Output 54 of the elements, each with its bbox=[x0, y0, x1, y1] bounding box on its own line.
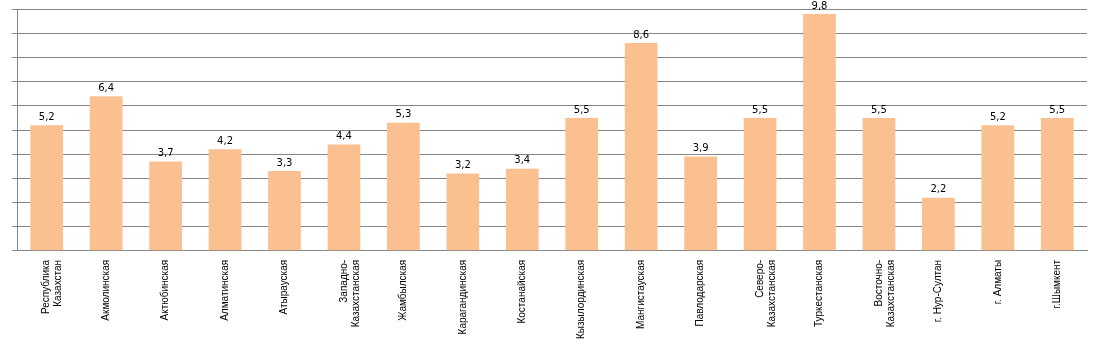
data-label: 5,2 bbox=[38, 110, 55, 122]
data-label: 4,2 bbox=[217, 134, 234, 146]
data-label: 5,5 bbox=[752, 103, 769, 115]
x-tick-label: Туркестанская bbox=[813, 259, 825, 328]
bar bbox=[565, 117, 599, 251]
bar bbox=[268, 171, 301, 251]
x-tick-label: г.Шымкент bbox=[1051, 259, 1063, 309]
x-tick-label: Восточно- Казахстанская bbox=[872, 259, 896, 328]
x-tick-label: Жамбылская bbox=[397, 259, 409, 321]
bar bbox=[624, 43, 658, 251]
data-label: 3,2 bbox=[454, 159, 471, 171]
bar bbox=[922, 197, 955, 251]
data-label: 3,4 bbox=[514, 154, 531, 166]
x-tick-label: Карагандинская bbox=[456, 259, 468, 335]
x-tick-label: Актюбинская bbox=[159, 259, 171, 321]
data-label: 2,2 bbox=[930, 183, 947, 195]
x-tick-label: Костанайская bbox=[516, 259, 528, 324]
data-label: 6,4 bbox=[98, 81, 115, 93]
data-label: 8,6 bbox=[633, 28, 650, 40]
x-tick-label: Северо- Казахстанская bbox=[753, 259, 777, 328]
bar bbox=[387, 122, 420, 251]
bar bbox=[981, 125, 1015, 251]
x-tick-label: г. Нур-Султан bbox=[932, 259, 944, 323]
bar bbox=[30, 125, 64, 251]
bar bbox=[1040, 117, 1074, 251]
bar bbox=[149, 161, 182, 251]
x-tick-label: Алматинская bbox=[218, 259, 230, 321]
x-tick-label: Атырауская bbox=[278, 259, 290, 315]
x-tick-label: Западно- Казахстанская bbox=[337, 259, 361, 328]
bar bbox=[803, 14, 836, 251]
bar bbox=[89, 96, 123, 251]
bar bbox=[208, 149, 242, 251]
x-tick-label: Акмолинская bbox=[99, 259, 111, 321]
data-label: 5,2 bbox=[989, 110, 1006, 122]
bar bbox=[862, 117, 896, 251]
data-label: 3,9 bbox=[692, 142, 709, 154]
data-label: 5,5 bbox=[1049, 103, 1066, 115]
x-tick-label: г. Алматы bbox=[991, 259, 1003, 305]
data-label: 5,5 bbox=[573, 103, 590, 115]
bar bbox=[684, 156, 717, 251]
bar bbox=[446, 173, 480, 251]
bar bbox=[505, 168, 539, 251]
x-tick-label: Республика Казахстан bbox=[40, 259, 64, 315]
bar bbox=[743, 117, 777, 251]
bar bbox=[327, 144, 361, 251]
data-label: 9,8 bbox=[811, 0, 828, 11]
data-label: 3,3 bbox=[276, 156, 293, 168]
data-label: 3,7 bbox=[157, 147, 174, 159]
x-tick-label: Кызылординская bbox=[575, 259, 587, 339]
data-label: 4,4 bbox=[335, 130, 352, 142]
data-label: 5,5 bbox=[870, 103, 887, 115]
x-tick-label: Павлодарская bbox=[694, 259, 706, 327]
data-label: 5,3 bbox=[395, 108, 412, 120]
x-tick-label: Мангистауская bbox=[634, 259, 646, 329]
